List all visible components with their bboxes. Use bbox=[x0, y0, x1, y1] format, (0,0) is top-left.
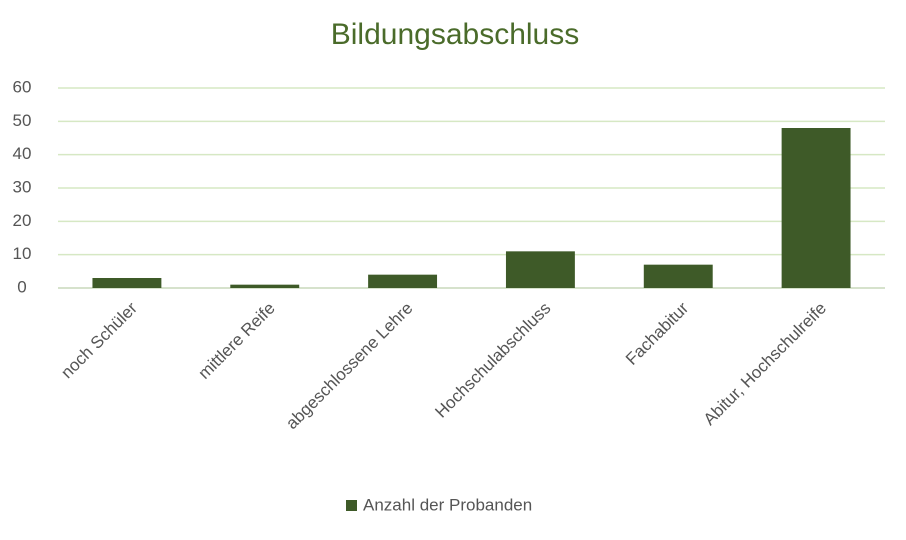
chart-title: Bildungsabschluss bbox=[331, 18, 579, 51]
bar bbox=[230, 284, 300, 288]
bar bbox=[643, 264, 713, 288]
y-tick-label: 10 bbox=[13, 244, 32, 263]
y-tick-label: 50 bbox=[13, 111, 32, 130]
legend-swatch bbox=[346, 500, 357, 511]
x-tick-label: Fachabitur bbox=[622, 298, 692, 368]
bar bbox=[505, 251, 575, 288]
x-tick-label: mittlere Reife bbox=[195, 299, 279, 383]
bar bbox=[368, 274, 438, 288]
x-tick-label: abgeschlossene Lehre bbox=[282, 299, 416, 433]
legend-label: Anzahl der Probanden bbox=[363, 495, 532, 514]
y-tick-label: 20 bbox=[13, 211, 32, 230]
y-tick-label: 30 bbox=[13, 177, 32, 196]
y-tick-label: 60 bbox=[13, 77, 32, 96]
bar bbox=[92, 278, 162, 288]
x-tick-label: Abitur, Hochschulreife bbox=[700, 299, 830, 429]
y-tick-label: 40 bbox=[13, 144, 32, 163]
y-tick-label: 0 bbox=[17, 277, 26, 296]
x-tick-label: Hochschulabschluss bbox=[431, 299, 554, 422]
x-tick-label: noch Schüler bbox=[57, 298, 141, 382]
bar bbox=[781, 128, 851, 288]
